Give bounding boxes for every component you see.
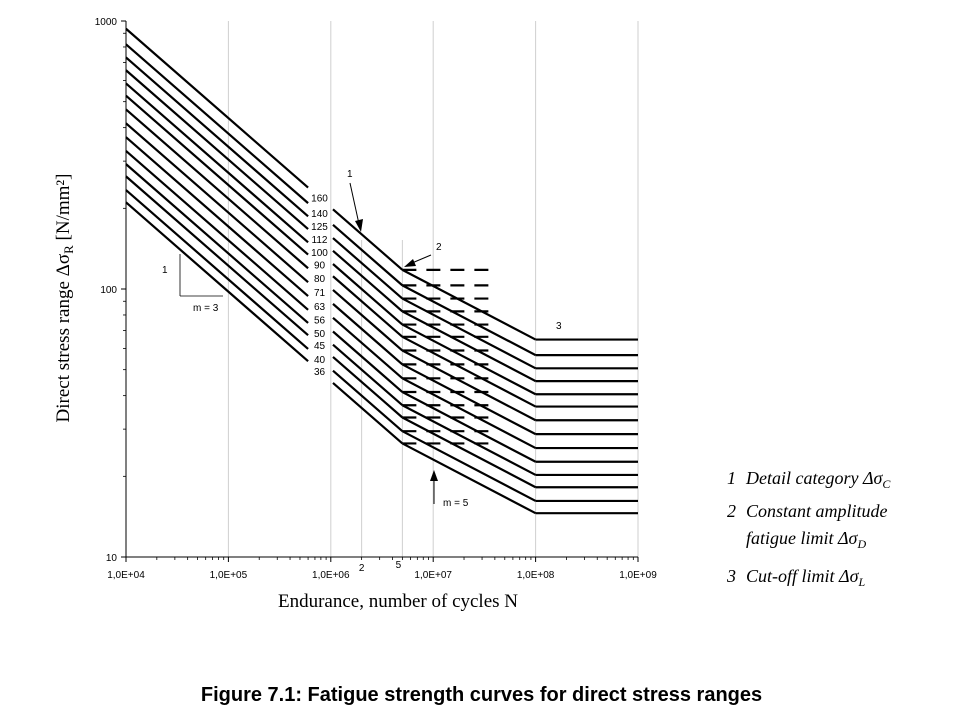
x-tick-label-0: 1,0E+04: [107, 570, 145, 581]
curve-71-m3-right: [332, 303, 404, 366]
curve-80-m3-left: [125, 108, 309, 270]
legend: 1 Detail category ΔσC 2 Constant amplitude…: [726, 468, 891, 589]
curve-40-m3-right: [332, 369, 404, 433]
curve-71-m3-left: [125, 122, 309, 283]
category-label-36: 36: [314, 367, 326, 378]
marker-1-arrow-head: [355, 219, 363, 232]
curve-112-m5: [401, 310, 537, 383]
legend-item-2: 2 Constant amplitude: [727, 501, 888, 521]
curve-63-m3-right: [332, 316, 404, 380]
x-tick-label-4: 1,0E+08: [517, 570, 555, 581]
curve-112-m3-right: [332, 249, 404, 313]
curve-112-m3-left: [125, 69, 309, 230]
legend-item-2-line2: fatigue limit ΔσD: [746, 528, 866, 551]
y-tick-label-1: 100: [100, 285, 117, 296]
y-axis-title: Direct stress range ΔσR [N/mm²]: [53, 174, 76, 423]
category-label-40: 40: [314, 355, 326, 366]
category-label-56: 56: [314, 316, 326, 327]
marker-2-arrow-shaft: [411, 254, 432, 264]
axes: [121, 20, 639, 562]
ref-label-5: 5: [396, 560, 402, 571]
curve-100-m3-left: [125, 82, 309, 244]
curve-160-m5: [401, 268, 537, 341]
curve-63-m3-left: [125, 136, 309, 297]
category-label-112: 112: [312, 235, 328, 246]
x-tick-label-1: 1,0E+05: [210, 570, 248, 581]
x-tick-label-3: 1,0E+07: [414, 570, 452, 581]
marker-1-arrow-shaft: [349, 182, 360, 225]
curve-50-m3-left: [125, 163, 309, 324]
legend-item-1: 1 Detail category ΔσC: [727, 468, 891, 491]
curve-45-m3-right: [332, 356, 404, 419]
category-label-71: 71: [314, 288, 326, 299]
curve-45-m3-left: [125, 175, 309, 337]
curve-100-m5: [401, 323, 537, 396]
grid-lines: [125, 21, 639, 557]
category-label-140: 140: [311, 209, 328, 220]
category-label-50: 50: [314, 329, 326, 340]
figure-caption: Figure 7.1: Fatigue strength curves for …: [200, 684, 763, 706]
y-tick-label-2: 1000: [95, 17, 118, 28]
curve-140-m3-left: [125, 43, 309, 204]
marker-2-label: 2: [436, 242, 442, 253]
curve-56-m5: [401, 391, 537, 463]
curve-140-m3-right: [332, 224, 404, 287]
curve-80-m5: [401, 349, 537, 422]
marker-3-label: 3: [556, 321, 562, 332]
category-label-80: 80: [314, 274, 326, 285]
curve-100-m3-right: [332, 263, 404, 326]
ref-label-2: 2: [359, 563, 365, 574]
curve-40-m5: [401, 430, 537, 502]
fatigue-curves: [125, 27, 638, 515]
curve-125-m3-right: [332, 237, 404, 300]
tick-labels: 1,0E+04 1,0E+05 1,0E+06 1,0E+07 1,0E+08 1,0E+…: [95, 17, 657, 581]
annotations: 1 m = 3 m = 5 1 2 3: [162, 169, 562, 509]
curve-140-m5: [401, 284, 537, 357]
legend-item-3: 3 Cut-off limit ΔσL: [726, 566, 865, 589]
curve-160-m3-left: [125, 27, 309, 189]
x-axis-title: Endurance, number of cycles N: [278, 591, 518, 612]
slope-m5-label: m = 5: [443, 498, 469, 509]
category-label-100: 100: [311, 248, 328, 259]
curve-90-m5: [401, 335, 537, 408]
category-label-125: 125: [311, 222, 328, 233]
curve-36-m3-left: [125, 201, 309, 363]
marker-1-label: 1: [347, 169, 353, 180]
curve-125-m3-left: [125, 56, 309, 218]
curve-45-m5: [401, 416, 537, 489]
curve-80-m3-right: [332, 289, 404, 352]
curve-36-m3-right: [332, 382, 404, 445]
slope-m5-arrow-head: [430, 470, 438, 481]
curve-160-m3-right: [332, 208, 404, 271]
marker-2-arrow-head: [404, 259, 416, 267]
category-label-90: 90: [314, 260, 326, 271]
curve-71-m5: [401, 363, 537, 436]
slope-m3-marker-1: 1: [162, 265, 168, 276]
curve-90-m3-left: [125, 94, 309, 256]
category-label-45: 45: [314, 341, 326, 352]
curve-125-m5: [401, 297, 537, 370]
curve-40-m3-left: [125, 189, 309, 350]
curve-56-m3-right: [332, 330, 404, 393]
y-tick-label-0: 10: [106, 553, 118, 564]
curve-50-m5: [401, 404, 537, 476]
curve-90-m3-right: [332, 275, 404, 338]
category-label-63: 63: [314, 302, 326, 313]
curve-56-m3-left: [125, 150, 309, 311]
x-tick-label-5: 1,0E+09: [619, 570, 657, 581]
slope-m3-label: m = 3: [193, 303, 219, 314]
curve-36-m5: [401, 442, 537, 515]
category-label-160: 160: [311, 193, 328, 204]
curve-50-m3-right: [332, 343, 404, 407]
curve-63-m5: [401, 377, 537, 450]
x-tick-label-2: 1,0E+06: [312, 570, 350, 581]
